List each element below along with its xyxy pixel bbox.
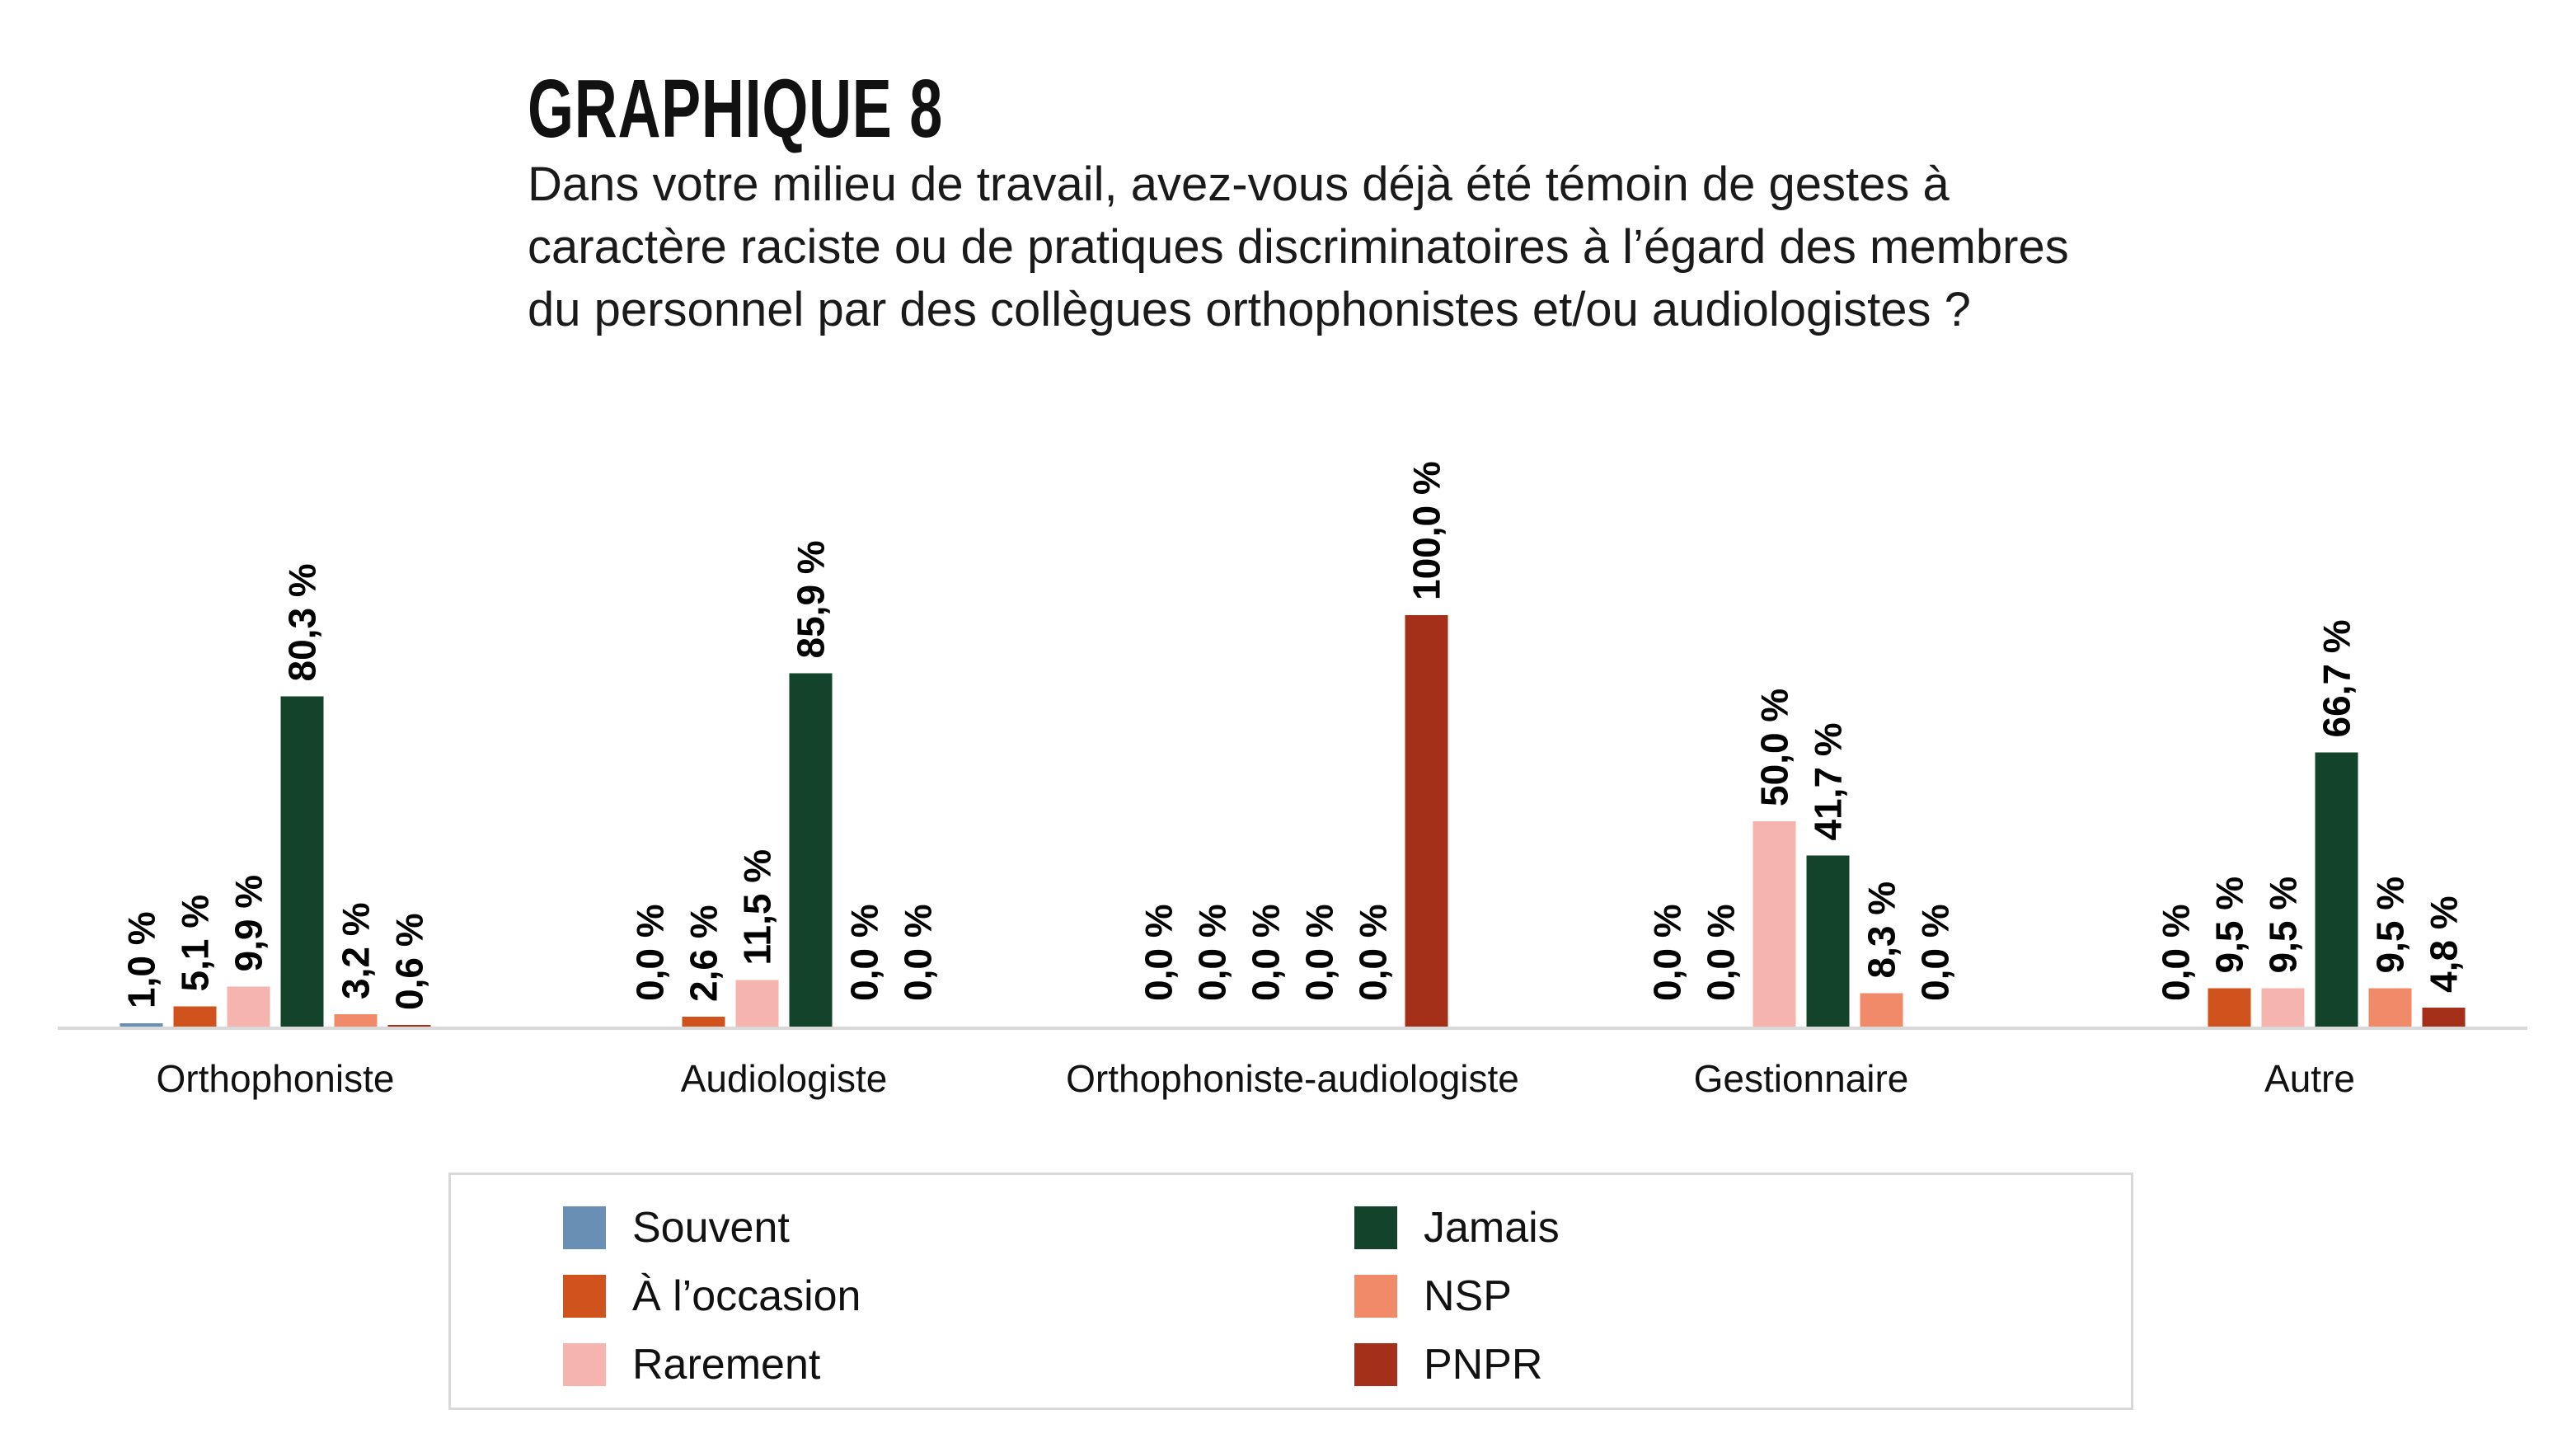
legend-label: NSP	[1424, 1272, 1512, 1320]
data-label: 2,6 %	[683, 905, 725, 1002]
bar-orthophoniste-audiologiste-5	[1405, 615, 1448, 1027]
bar-autre-3	[2315, 752, 2358, 1027]
data-label: 0,0 %	[843, 904, 886, 1001]
bar-audiologiste-2	[735, 980, 779, 1027]
legend-label: Rarement	[632, 1341, 821, 1389]
data-label: 41,7 %	[1807, 722, 1850, 840]
data-label: 1,0 %	[120, 911, 163, 1008]
data-label: 0,0 %	[1138, 904, 1180, 1001]
data-label: 0,0 %	[1191, 904, 1234, 1001]
category-label: Orthophoniste-audiologiste	[1066, 1057, 1519, 1100]
data-label: 0,0 %	[1700, 904, 1743, 1001]
data-label: 9,5 %	[2369, 877, 2412, 974]
legend-item: NSP	[1354, 1271, 1512, 1321]
data-label: 0,0 %	[629, 904, 672, 1001]
legend-swatch	[1354, 1206, 1397, 1249]
data-label: 0,0 %	[1646, 904, 1689, 1001]
legend-label: PNPR	[1424, 1341, 1543, 1389]
legend-swatch	[1354, 1275, 1397, 1318]
legend-item: À l’occasion	[563, 1271, 861, 1321]
legend-label: Souvent	[632, 1204, 790, 1252]
legend-swatch	[563, 1343, 606, 1386]
data-label: 4,8 %	[2423, 895, 2466, 993]
data-label: 0,0 %	[1914, 904, 1957, 1001]
bar-autre-4	[2368, 988, 2412, 1027]
legend: Souvent À l’occasion Rarement Jamais NSP PNPR	[448, 1173, 2133, 1410]
data-label: 5,1 %	[174, 895, 217, 992]
chart-question: Dans votre milieu de travail, avez-vous …	[528, 157, 2069, 336]
bar-autre-1	[2208, 988, 2251, 1027]
data-label: 66,7 %	[2316, 619, 2358, 737]
legend-swatch	[563, 1275, 606, 1318]
legend-item: Rarement	[563, 1340, 820, 1389]
data-label: 0,0 %	[1245, 904, 1288, 1001]
data-label: 0,0 %	[2155, 904, 2198, 1001]
data-label: 100,0 %	[1405, 461, 1448, 600]
bar-gestionnaire-4	[1860, 993, 1903, 1027]
data-label: 9,5 %	[2262, 877, 2305, 974]
legend-item: Souvent	[563, 1203, 790, 1253]
legend-swatch	[1354, 1343, 1397, 1386]
bar-orthophoniste-4	[334, 1014, 378, 1027]
data-label: 50,0 %	[1753, 689, 1796, 806]
bar-gestionnaire-2	[1753, 821, 1796, 1027]
category-label: Orthophoniste	[157, 1057, 395, 1100]
category-label: Autre	[2264, 1057, 2355, 1100]
data-label: 0,0 %	[897, 904, 940, 1001]
bar-orthophoniste-5	[387, 1025, 431, 1027]
bar-orthophoniste-1	[173, 1006, 217, 1027]
data-label: 0,0 %	[1352, 904, 1395, 1001]
chart-title: GRAPHIQUE 8	[528, 63, 944, 155]
bar-orthophoniste-2	[227, 986, 270, 1027]
data-label: 11,5 %	[736, 849, 779, 966]
bar-orthophoniste-3	[280, 696, 324, 1027]
category-label: Gestionnaire	[1694, 1057, 1909, 1100]
legend-label: À l’occasion	[632, 1272, 861, 1320]
bar-gestionnaire-3	[1806, 855, 1850, 1027]
data-label: 9,5 %	[2208, 877, 2251, 974]
data-label: 3,2 %	[335, 902, 378, 999]
data-label: 8,3 %	[1860, 881, 1903, 979]
bar-autre-5	[2422, 1008, 2466, 1027]
data-label: 85,9 %	[790, 540, 833, 658]
legend-item: PNPR	[1354, 1340, 1542, 1389]
data-label: 0,6 %	[388, 913, 431, 1010]
bar-orthophoniste-0	[120, 1023, 163, 1027]
legend-label: Jamais	[1424, 1204, 1560, 1252]
bar-audiologiste-1	[682, 1017, 725, 1027]
data-label: 0,0 %	[1298, 904, 1341, 1001]
data-label: 80,3 %	[281, 563, 324, 681]
legend-item: Jamais	[1354, 1203, 1560, 1253]
category-label: Audiologiste	[681, 1057, 888, 1100]
data-label: 9,9 %	[228, 875, 270, 972]
bar-audiologiste-3	[789, 673, 833, 1027]
bar-autre-2	[2261, 988, 2305, 1027]
legend-swatch	[563, 1206, 606, 1249]
